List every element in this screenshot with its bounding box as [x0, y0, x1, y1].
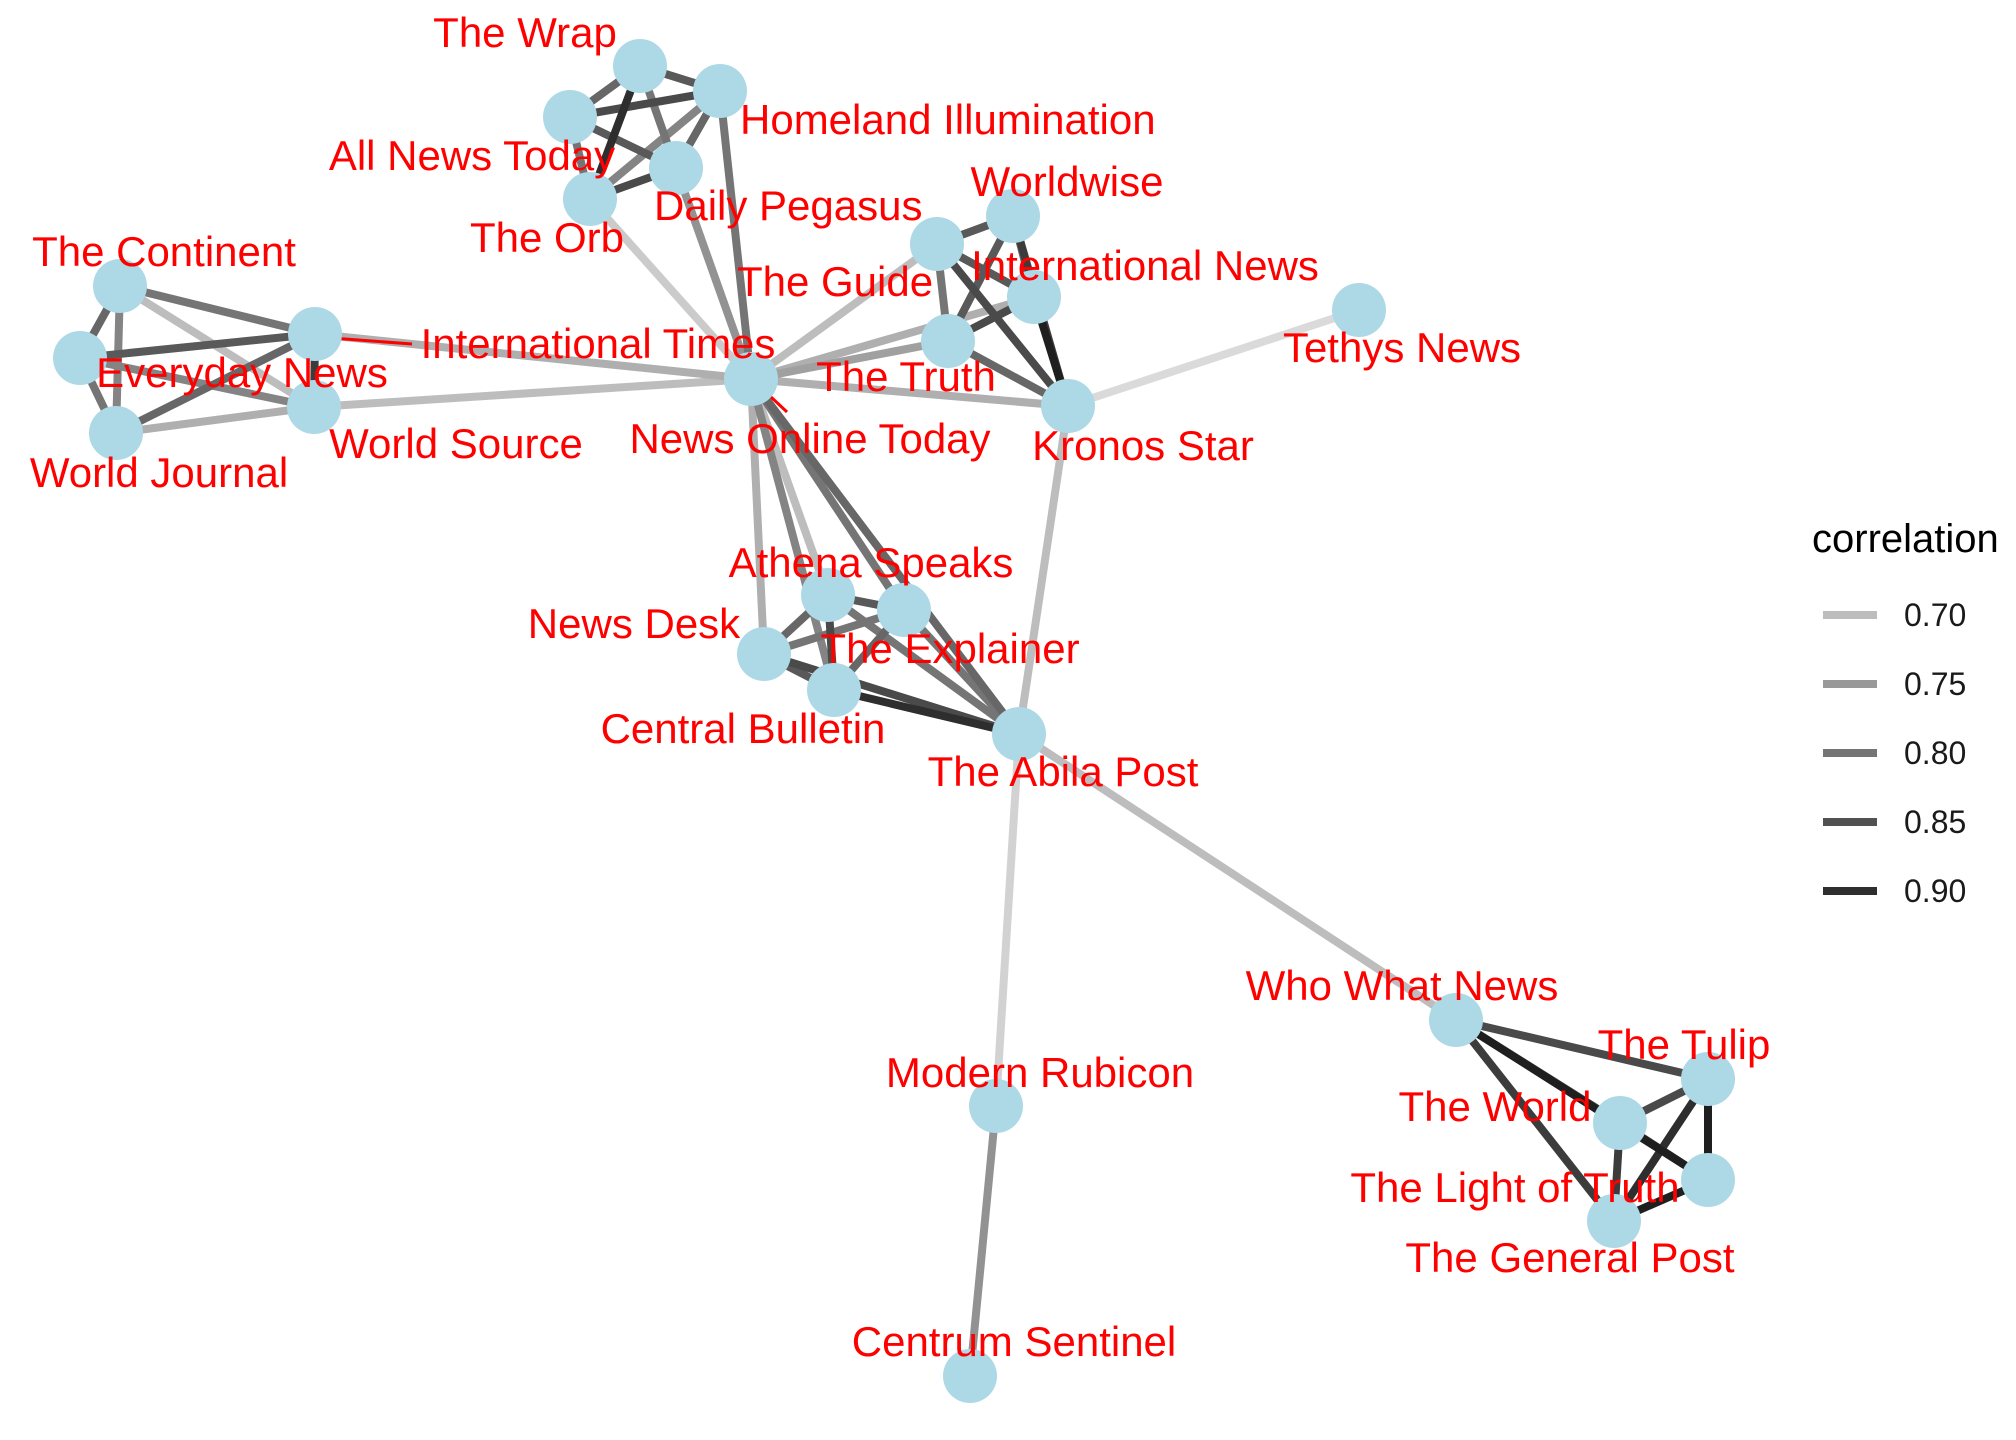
node-label-the-truth: The Truth	[816, 353, 996, 400]
node-label-centrum-sentinel: Centrum Sentinel	[852, 1318, 1177, 1365]
node-the-world[interactable]	[1593, 1096, 1647, 1150]
node-label-the-orb: The Orb	[470, 214, 624, 261]
node-label-everyday-news: Everyday News	[96, 349, 388, 396]
edge-central-bulletin-the-abila-post	[830, 686, 1023, 738]
node-the-continent[interactable]	[93, 259, 147, 313]
node-label-the-light-of-truth: The Light of Truth	[1350, 1164, 1679, 1211]
node-label-daily-pegasus: Daily Pegasus	[654, 182, 922, 229]
node-label-athena-speaks: Athena Speaks	[729, 539, 1014, 586]
node-news-online-today[interactable]	[724, 352, 778, 406]
node-the-explainer[interactable]	[877, 583, 931, 637]
legend-label-0-75: 0.75	[1904, 666, 1966, 702]
edge-who-what-news-the-general-post	[1452, 1016, 1618, 1225]
edge-the-abila-post-modern-rubicon	[992, 730, 1023, 1110]
edge-modern-rubicon-centrum-sentinel	[966, 1102, 1000, 1380]
edge-who-what-news-the-tulip	[1452, 1016, 1712, 1083]
node-label-international-times: International Times	[421, 320, 776, 367]
node-the-truth[interactable]	[921, 314, 975, 368]
node-all-news-today[interactable]	[543, 90, 597, 144]
node-world-journal[interactable]	[89, 406, 143, 460]
edge-international-times-world-journal	[112, 330, 319, 437]
node-the-abila-post[interactable]	[992, 707, 1046, 761]
legend-label-0-80: 0.80	[1904, 735, 1966, 771]
node-label-the-world: The World	[1399, 1083, 1592, 1130]
node-label-the-continent: The Continent	[32, 228, 296, 275]
node-label-news-desk: News Desk	[528, 600, 741, 647]
node-international-times[interactable]	[288, 307, 342, 361]
edge-the-continent-international-times	[116, 282, 319, 338]
node-tethys-news[interactable]	[1332, 283, 1386, 337]
node-label-the-tulip: The Tulip	[1598, 1021, 1771, 1068]
node-athena-speaks[interactable]	[801, 568, 855, 622]
edge-everyday-news-world-source	[76, 354, 318, 411]
node-everyday-news[interactable]	[53, 331, 107, 385]
node-label-the-explainer: The Explainer	[820, 625, 1079, 672]
node-centrum-sentinel[interactable]	[943, 1349, 997, 1403]
node-international-news[interactable]	[1007, 270, 1061, 324]
node-label-the-general-post: The General Post	[1405, 1234, 1735, 1281]
edge-international-times-everyday-news	[76, 330, 319, 362]
edge-who-what-news-the-light-of-truth	[1452, 1016, 1712, 1184]
edge-the-guide-kronos-star	[933, 240, 1072, 410]
node-central-bulletin[interactable]	[807, 663, 861, 717]
node-label-who-what-news: Who What News	[1246, 962, 1559, 1009]
legend: correlation 0.70 0.75 0.80 0.85 0.90	[1812, 517, 1999, 909]
node-kronos-star[interactable]	[1041, 379, 1095, 433]
edge-the-truth-news-online-today	[747, 337, 952, 383]
node-label-world-source: World Source	[329, 420, 583, 467]
node-label-the-abila-post: The Abila Post	[928, 748, 1199, 795]
node-who-what-news[interactable]	[1429, 993, 1483, 1047]
edge-kronos-star-tethys-news	[1064, 306, 1363, 410]
edge-athena-speaks-the-abila-post	[824, 591, 1023, 738]
edge-kronos-star-the-abila-post	[1015, 402, 1072, 738]
labels-layer: The Wrap Homeland Illumination All News To…	[30, 9, 1771, 1365]
edge-world-source-news-online-today	[310, 375, 755, 411]
node-label-homeland: Homeland Illumination	[740, 96, 1156, 143]
edge-news-online-today-the-abila-post	[747, 375, 1023, 738]
edge-homeland-the-orb	[586, 87, 724, 203]
nodes-layer	[53, 39, 1735, 1403]
node-the-wrap[interactable]	[613, 39, 667, 93]
node-label-the-guide: The Guide	[737, 258, 933, 305]
node-label-kronos-star: Kronos Star	[1032, 422, 1254, 469]
edge-the-abila-post-who-what-news	[1015, 730, 1460, 1024]
node-homeland[interactable]	[693, 64, 747, 118]
edge-the-orb-news-online-today	[586, 195, 755, 383]
node-label-news-online-today: News Online Today	[629, 415, 990, 462]
edge-homeland-news-online-today	[716, 87, 755, 383]
node-the-light-of-truth[interactable]	[1681, 1153, 1735, 1207]
edge-kronos-star-news-online-today	[747, 375, 1072, 410]
node-worldwise[interactable]	[986, 189, 1040, 243]
node-label-all-news-today: All News Today	[329, 132, 615, 179]
node-label-world-journal: World Journal	[30, 449, 288, 496]
node-label-international-news: International News	[971, 242, 1319, 289]
node-label-modern-rubicon: Modern Rubicon	[886, 1049, 1194, 1096]
node-label-central-bulletin: Central Bulletin	[601, 705, 886, 752]
legend-label-0-70: 0.70	[1904, 597, 1966, 633]
node-world-source[interactable]	[287, 380, 341, 434]
node-the-guide[interactable]	[910, 217, 964, 271]
edge-news-online-today-news-desk	[747, 375, 768, 658]
edge-world-journal-world-source	[112, 403, 318, 437]
legend-title: correlation	[1812, 517, 1999, 561]
node-the-orb[interactable]	[563, 172, 617, 226]
node-daily-pegasus[interactable]	[649, 141, 703, 195]
edge-daily-pegasus-news-online-today	[672, 164, 755, 383]
node-modern-rubicon[interactable]	[969, 1079, 1023, 1133]
legend-entries: 0.70 0.75 0.80 0.85 0.90	[1823, 597, 1966, 909]
node-the-tulip[interactable]	[1681, 1052, 1735, 1106]
node-news-desk[interactable]	[737, 627, 791, 681]
node-the-general-post[interactable]	[1587, 1194, 1641, 1248]
edge-the-guide-news-online-today	[747, 240, 941, 383]
legend-label-0-85: 0.85	[1904, 804, 1966, 840]
node-label-worldwise: Worldwise	[971, 158, 1164, 205]
legend-label-0-90: 0.90	[1904, 873, 1966, 909]
node-label-the-wrap: The Wrap	[433, 9, 617, 56]
node-label-tethys-news: Tethys News	[1283, 324, 1521, 371]
